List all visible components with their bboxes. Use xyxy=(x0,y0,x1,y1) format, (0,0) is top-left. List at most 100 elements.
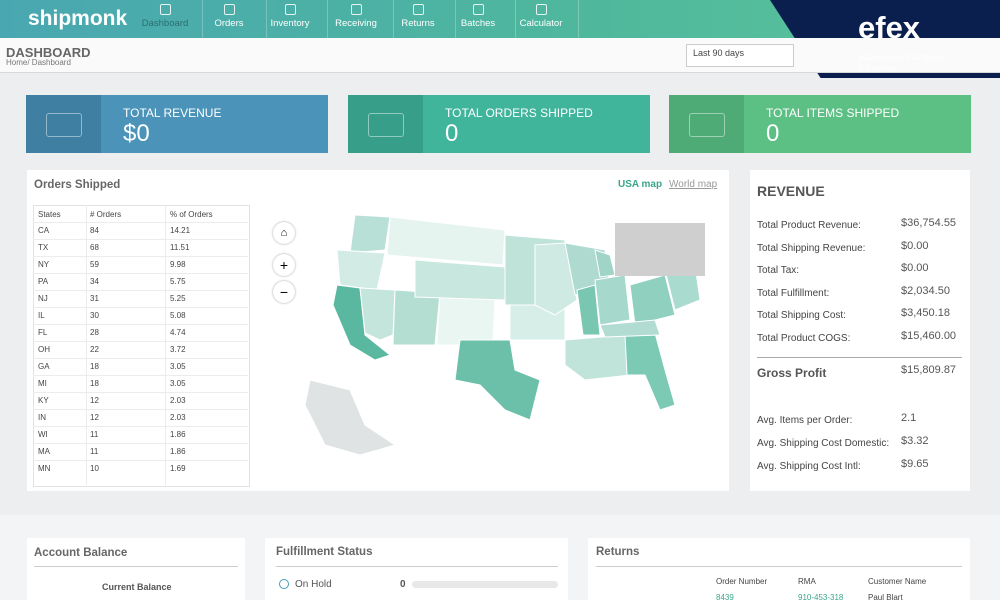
revenue-label: Total Shipping Cost: xyxy=(757,310,846,322)
revenue-value: $15,460.00 xyxy=(901,330,957,342)
row-divider xyxy=(33,256,248,257)
row-divider xyxy=(33,375,248,376)
kpi-label: TOTAL ORDERS SHIPPED xyxy=(445,106,593,120)
table-cell: 5.25 xyxy=(170,294,186,303)
table-cell: 12 xyxy=(90,413,99,422)
table-cell: 14.21 xyxy=(170,226,191,235)
table-header: Customer Name xyxy=(868,577,927,586)
badge-line: eCommerce Fulfillment xyxy=(858,52,946,62)
nav-separator xyxy=(515,0,516,38)
revenue-value: $3,450.18 xyxy=(901,307,950,320)
nav-item[interactable]: Orders xyxy=(214,18,244,29)
table-cell: 5.08 xyxy=(170,311,186,320)
range-select[interactable]: Last 90 days xyxy=(686,44,794,67)
divider xyxy=(34,566,238,567)
balance-panel xyxy=(27,538,245,600)
table-cell: 2.03 xyxy=(170,413,186,422)
row-divider xyxy=(33,222,248,223)
row-divider xyxy=(33,460,248,461)
table-cell: 10 xyxy=(90,464,99,473)
table-cell: 31 xyxy=(90,294,99,303)
table-cell: Paul Blart xyxy=(868,593,903,600)
nav-separator xyxy=(266,0,267,38)
table-header: Order Number xyxy=(716,577,768,586)
panel-title: REVENUE xyxy=(757,183,825,199)
panel-title: Orders Shipped xyxy=(34,179,121,191)
revenue-value: $36,754.55 xyxy=(901,217,957,229)
table-cell: KY xyxy=(38,396,49,405)
table-cell: 68 xyxy=(90,243,99,252)
panel-title: Returns xyxy=(596,546,640,558)
kpi-icon-area xyxy=(348,95,423,153)
nav-icon xyxy=(224,4,235,15)
nav-item[interactable]: Batches xyxy=(460,18,496,29)
table xyxy=(33,205,250,487)
table-cell[interactable]: 910-453-318 xyxy=(798,593,844,600)
table-cell: FL xyxy=(38,328,48,337)
table-cell[interactable]: 8439 xyxy=(716,593,734,600)
nav-icon xyxy=(160,4,171,15)
average-label: Avg. Items per Order: xyxy=(757,415,853,426)
row-divider xyxy=(33,443,248,444)
column-divider xyxy=(165,205,166,485)
kpi-label: TOTAL REVENUE xyxy=(123,106,222,120)
column-divider xyxy=(86,205,87,485)
badge-title: efex xyxy=(858,10,921,45)
table-cell: NJ xyxy=(38,294,48,303)
page-header xyxy=(0,38,1000,73)
nav-item[interactable]: Calculator xyxy=(519,18,563,29)
table-cell: IL xyxy=(38,311,45,320)
table-cell: 5.75 xyxy=(170,277,186,286)
row-divider xyxy=(33,426,248,427)
map-zoom-in[interactable]: + xyxy=(273,254,295,276)
status-label: On Hold xyxy=(295,579,332,590)
table-cell: 11.51 xyxy=(170,243,190,252)
nav-icon xyxy=(285,4,296,15)
row-divider xyxy=(33,324,248,325)
nav-icon xyxy=(413,4,424,15)
table-cell: 18 xyxy=(90,362,99,371)
breadcrumb: Home/ Dashboard xyxy=(6,58,71,67)
kpi-icon-area xyxy=(669,95,744,153)
kpi-value: $0 xyxy=(123,120,150,147)
map-home-button[interactable]: ⌂ xyxy=(273,222,295,244)
panel-title: Fulfillment Status xyxy=(276,546,373,558)
nav-item[interactable]: Receiving xyxy=(335,18,377,29)
nav-item[interactable]: Inventory xyxy=(270,18,310,29)
average-label: Avg. Shipping Cost Domestic: xyxy=(757,438,890,449)
nav-icon xyxy=(473,4,484,15)
table-cell: 18 xyxy=(90,379,99,388)
nav-separator xyxy=(455,0,456,38)
table-cell: 1.69 xyxy=(170,464,186,473)
map-zoom-out[interactable]: − xyxy=(273,281,295,303)
table-header: States xyxy=(38,210,61,219)
row-divider xyxy=(33,307,248,308)
status-bar xyxy=(412,581,558,588)
nav-item[interactable]: Returns xyxy=(401,18,435,29)
row-divider xyxy=(33,290,248,291)
row-divider xyxy=(33,409,248,410)
nav-item[interactable]: Dashboard xyxy=(141,18,189,29)
nav-icon xyxy=(536,4,547,15)
revenue-value: $2,034.50 xyxy=(901,284,950,297)
revenue-label: Total Tax: xyxy=(757,265,800,277)
returns-panel xyxy=(588,538,970,600)
map-inset[interactable] xyxy=(615,223,705,276)
table-cell: 1.86 xyxy=(170,447,186,456)
revenue-panel xyxy=(750,170,970,491)
table-cell: 3.72 xyxy=(170,345,186,354)
table-cell: 22 xyxy=(90,345,99,354)
row-divider xyxy=(33,239,248,240)
map-tab[interactable]: World map xyxy=(669,179,718,190)
usa-map xyxy=(304,214,701,456)
nav-separator xyxy=(327,0,328,38)
map-tab[interactable]: USA map xyxy=(618,179,663,190)
table-cell: 4.74 xyxy=(170,328,186,337)
table-header: % of Orders xyxy=(170,210,213,219)
panel-title: Account Balance xyxy=(34,547,128,559)
table-header: RMA xyxy=(798,577,816,586)
badge-line: & Express xyxy=(858,63,897,73)
table-cell: PA xyxy=(38,277,49,286)
revenue-label: Total Product Revenue: xyxy=(757,220,861,231)
